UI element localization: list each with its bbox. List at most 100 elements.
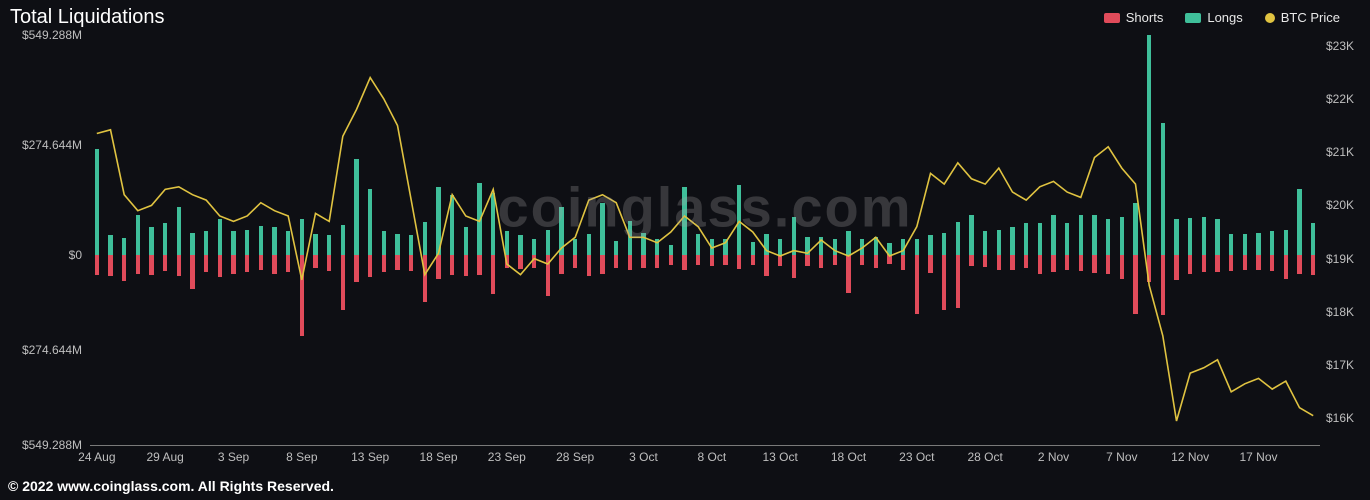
bar-short[interactable] [997, 255, 1002, 271]
bar-long[interactable] [177, 207, 182, 255]
bar-short[interactable] [1010, 255, 1015, 271]
bar-short[interactable] [723, 255, 728, 265]
bar-short[interactable] [1147, 255, 1152, 283]
bar-long[interactable] [1065, 223, 1070, 255]
bar-long[interactable] [423, 222, 428, 255]
bar-short[interactable] [190, 255, 195, 290]
bar-short[interactable] [928, 255, 933, 273]
bar-short[interactable] [969, 255, 974, 267]
bar-long[interactable] [573, 239, 578, 254]
bar-short[interactable] [177, 255, 182, 276]
bar-short[interactable] [122, 255, 127, 281]
bar-long[interactable] [190, 233, 195, 255]
bar-long[interactable] [1133, 203, 1138, 255]
bar-short[interactable] [313, 255, 318, 269]
legend-item-shorts[interactable]: Shorts [1104, 10, 1164, 25]
bar-short[interactable] [163, 255, 168, 272]
bar-short[interactable] [901, 255, 906, 271]
bar-short[interactable] [587, 255, 592, 276]
bar-short[interactable] [628, 255, 633, 271]
bar-short[interactable] [286, 255, 291, 272]
bar-long[interactable] [1038, 223, 1043, 255]
bar-long[interactable] [313, 234, 318, 255]
bar-short[interactable] [833, 255, 838, 265]
bar-long[interactable] [669, 245, 674, 255]
bar-long[interactable] [833, 239, 838, 255]
bar-short[interactable] [1092, 255, 1097, 273]
bar-long[interactable] [956, 222, 961, 255]
bar-long[interactable] [1202, 217, 1207, 255]
bar-long[interactable] [710, 239, 715, 255]
bar-short[interactable] [245, 255, 250, 272]
bar-long[interactable] [245, 230, 250, 255]
bar-short[interactable] [395, 255, 400, 271]
legend-item-btc[interactable]: BTC Price [1265, 10, 1340, 25]
bar-long[interactable] [1229, 234, 1234, 255]
bar-short[interactable] [669, 255, 674, 265]
bar-short[interactable] [1229, 255, 1234, 272]
bar-short[interactable] [887, 255, 892, 265]
bar-short[interactable] [450, 255, 455, 276]
bar-short[interactable] [915, 255, 920, 314]
bar-long[interactable] [546, 230, 551, 255]
bar-short[interactable] [300, 255, 305, 336]
bar-short[interactable] [136, 255, 141, 274]
bar-short[interactable] [559, 255, 564, 274]
bar-short[interactable] [259, 255, 264, 271]
bar-long[interactable] [1092, 215, 1097, 255]
bar-long[interactable] [382, 231, 387, 255]
bar-long[interactable] [1215, 219, 1220, 255]
bar-long[interactable] [341, 225, 346, 255]
bar-long[interactable] [901, 239, 906, 255]
bar-short[interactable] [1038, 255, 1043, 274]
bar-long[interactable] [614, 241, 619, 255]
bar-long[interactable] [477, 183, 482, 255]
bar-short[interactable] [1270, 255, 1275, 272]
bar-long[interactable] [204, 231, 209, 255]
bar-long[interactable] [259, 226, 264, 255]
bar-short[interactable] [696, 255, 701, 265]
bar-short[interactable] [983, 255, 988, 267]
bar-long[interactable] [95, 149, 100, 255]
bar-long[interactable] [874, 237, 879, 255]
bar-short[interactable] [710, 255, 715, 266]
bar-long[interactable] [300, 219, 305, 255]
bar-short[interactable] [614, 255, 619, 268]
bar-short[interactable] [1297, 255, 1302, 274]
bar-long[interactable] [518, 235, 523, 255]
bar-short[interactable] [942, 255, 947, 310]
bar-long[interactable] [409, 235, 414, 255]
bar-long[interactable] [655, 239, 660, 255]
bar-long[interactable] [163, 223, 168, 254]
bar-short[interactable] [1024, 255, 1029, 269]
bar-short[interactable] [860, 255, 865, 265]
bar-short[interactable] [368, 255, 373, 278]
bar-short[interactable] [327, 255, 332, 272]
bar-short[interactable] [1311, 255, 1316, 276]
bar-long[interactable] [1256, 233, 1261, 255]
bar-long[interactable] [108, 235, 113, 255]
bar-short[interactable] [956, 255, 961, 309]
bar-short[interactable] [409, 255, 414, 272]
bar-long[interactable] [723, 239, 728, 255]
bar-short[interactable] [231, 255, 236, 274]
bar-short[interactable] [218, 255, 223, 278]
bar-long[interactable] [1147, 35, 1152, 255]
bar-long[interactable] [559, 207, 564, 255]
bar-short[interactable] [573, 255, 578, 269]
bar-short[interactable] [423, 255, 428, 303]
bar-short[interactable] [1051, 255, 1056, 272]
bar-short[interactable] [1188, 255, 1193, 274]
bar-short[interactable] [764, 255, 769, 276]
bar-short[interactable] [1215, 255, 1220, 272]
bar-long[interactable] [641, 233, 646, 255]
bar-long[interactable] [628, 221, 633, 255]
bar-long[interactable] [1297, 189, 1302, 255]
bar-short[interactable] [737, 255, 742, 270]
plot-area[interactable]: coinglass.com [90, 35, 1320, 445]
bar-short[interactable] [341, 255, 346, 310]
bar-long[interactable] [122, 238, 127, 255]
bar-long[interactable] [231, 231, 236, 255]
bar-long[interactable] [1243, 234, 1248, 255]
bar-short[interactable] [641, 255, 646, 269]
